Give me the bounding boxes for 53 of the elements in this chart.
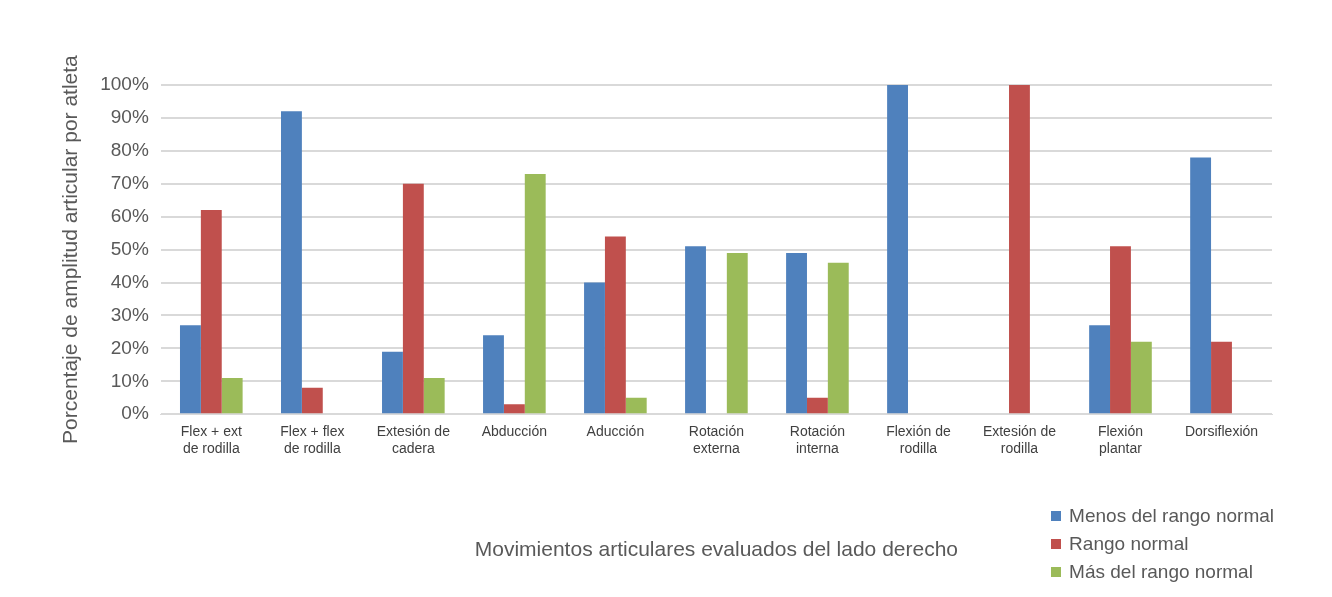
bar bbox=[1089, 325, 1111, 414]
bar bbox=[200, 210, 222, 414]
bar bbox=[1211, 341, 1232, 414]
bar bbox=[786, 252, 807, 414]
bar bbox=[281, 111, 302, 414]
y-tick-label: 0% bbox=[121, 402, 149, 424]
bar bbox=[524, 173, 546, 414]
bar bbox=[503, 404, 525, 414]
x-tick-label: Rotación interna bbox=[789, 423, 846, 457]
x-tick-label: Dorsiflexión bbox=[1184, 423, 1259, 440]
y-tick-label: 30% bbox=[110, 303, 149, 325]
y-tick-label: 80% bbox=[110, 139, 149, 161]
x-tick-label: Abducción bbox=[481, 423, 548, 440]
bar bbox=[604, 236, 626, 414]
bar bbox=[726, 252, 748, 414]
y-axis-title: Porcentaje de amplitud articular por atleta bbox=[58, 54, 82, 444]
legend-label: Rango normal bbox=[1069, 533, 1189, 555]
bar bbox=[1110, 246, 1131, 414]
legend-label: Más del rango normal bbox=[1069, 561, 1253, 583]
bar bbox=[827, 262, 849, 414]
bar bbox=[685, 246, 706, 414]
bar bbox=[423, 377, 445, 414]
bar bbox=[382, 351, 403, 414]
x-tick-label: Flexión de rodilla bbox=[886, 423, 951, 457]
legend-label: Menos del rango normal bbox=[1069, 505, 1274, 527]
x-tick-label: Extesión de cadera bbox=[376, 423, 451, 457]
x-tick-label: Flexión plantar bbox=[1097, 423, 1144, 457]
bar bbox=[887, 85, 908, 414]
bar bbox=[625, 397, 647, 414]
bar bbox=[806, 397, 828, 414]
y-tick-label: 10% bbox=[110, 369, 149, 391]
x-tick-label: Rotación externa bbox=[688, 423, 745, 457]
x-tick-label: Flex + ext de rodilla bbox=[180, 423, 242, 457]
bar bbox=[483, 335, 504, 414]
x-axis-title: Movimientos articulares evaluados del lado derecho bbox=[474, 537, 959, 561]
bar bbox=[221, 377, 243, 414]
y-tick-label: 60% bbox=[110, 204, 149, 226]
x-tick-label: Aducción bbox=[586, 423, 645, 440]
x-tick-label: Flex + flex de rodilla bbox=[280, 423, 345, 457]
bar bbox=[1130, 341, 1152, 414]
y-tick-label: 20% bbox=[110, 336, 149, 358]
y-tick-label: 90% bbox=[110, 106, 149, 128]
bar bbox=[1009, 85, 1030, 414]
bar bbox=[301, 387, 323, 414]
bar bbox=[179, 325, 201, 414]
y-tick-label: 100% bbox=[100, 73, 149, 95]
bar bbox=[402, 183, 424, 414]
y-tick-label: 70% bbox=[110, 171, 149, 193]
y-tick-label: 40% bbox=[110, 270, 149, 292]
x-tick-label: Extesión de rodilla bbox=[982, 423, 1057, 457]
bar bbox=[1190, 157, 1212, 414]
bar bbox=[584, 282, 605, 414]
y-tick-label: 50% bbox=[110, 237, 149, 259]
